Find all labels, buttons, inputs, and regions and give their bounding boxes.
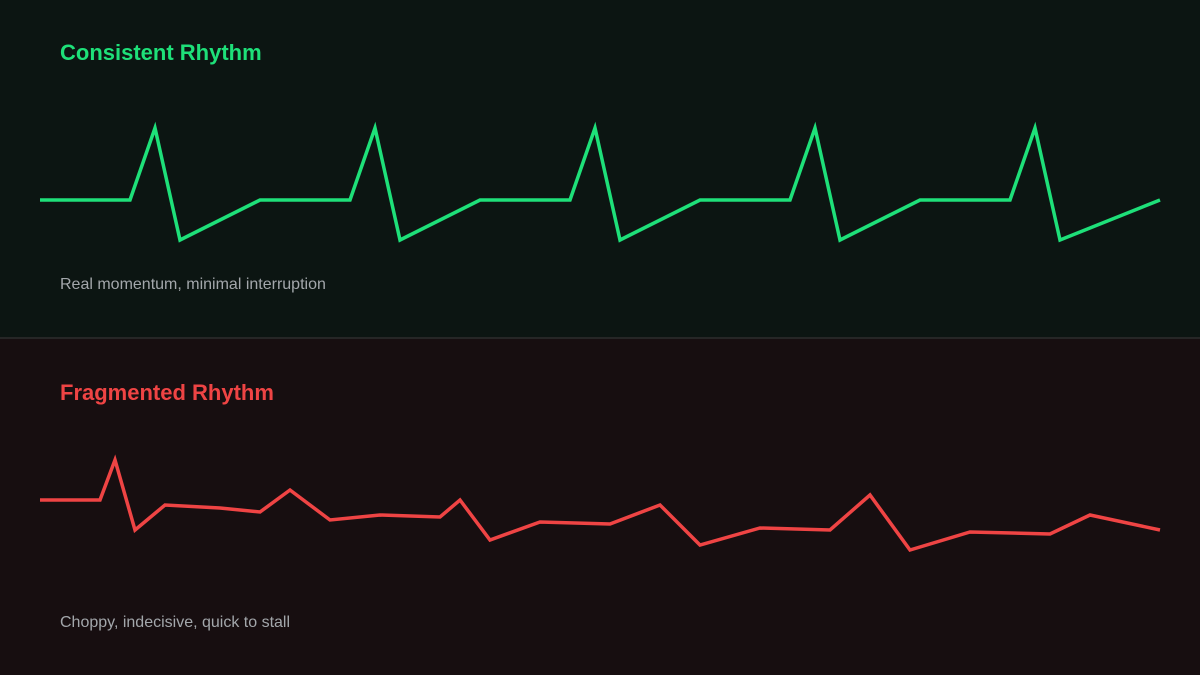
consistent-panel: Consistent Rhythm Real momentum, minimal… <box>0 0 1200 337</box>
panel-title: Fragmented Rhythm <box>60 380 274 405</box>
divider <box>0 337 1200 339</box>
consistent-wave <box>40 121 1161 243</box>
fragmented-wave <box>40 454 1161 553</box>
panel-caption: Real momentum, minimal interruption <box>60 276 326 293</box>
panel-title: Consistent Rhythm <box>60 40 262 65</box>
panel-caption: Choppy, indecisive, quick to stall <box>60 614 291 631</box>
